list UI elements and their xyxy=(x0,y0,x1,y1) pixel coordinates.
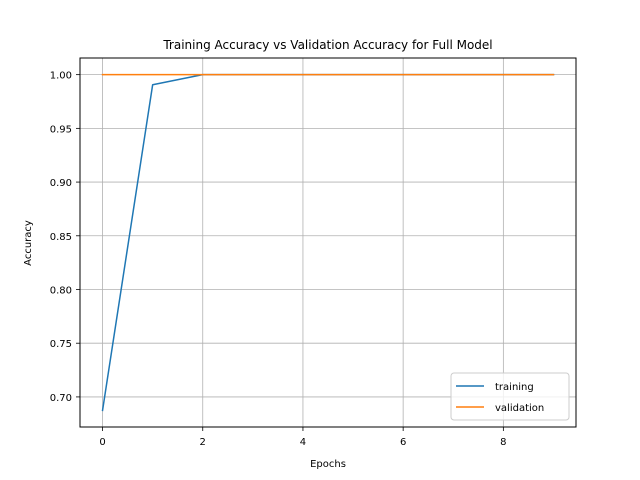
y-tick-label: 0.75 xyxy=(50,339,72,350)
y-axis-ticks: 0.70 0.75 0.80 0.85 0.90 0.95 1.00 xyxy=(50,71,80,404)
x-tick-label: 4 xyxy=(300,437,306,448)
series-lines xyxy=(101,73,555,412)
chart-title: Training Accuracy vs Validation Accuracy… xyxy=(162,38,492,52)
y-tick-label: 0.80 xyxy=(50,285,72,296)
plot-frame xyxy=(79,57,577,428)
grid-lines xyxy=(80,58,576,427)
legend-label-training: training xyxy=(495,382,534,393)
y-tick-label: 0.85 xyxy=(50,232,72,243)
y-tick-label: 0.70 xyxy=(50,393,72,404)
x-tick-label: 8 xyxy=(500,437,506,448)
legend-box xyxy=(450,372,570,421)
y-axis-label: Accuracy xyxy=(23,220,34,266)
x-tick-label: 6 xyxy=(400,437,406,448)
y-tick-label: 1.00 xyxy=(50,71,72,82)
x-tick-label: 2 xyxy=(200,437,206,448)
x-tick-label: 0 xyxy=(99,437,105,448)
x-axis-label: Epochs xyxy=(310,459,346,470)
x-axis-ticks: 0 2 4 6 8 xyxy=(99,427,507,448)
legend: training validation xyxy=(450,372,570,421)
y-tick-label: 0.90 xyxy=(50,178,72,189)
y-tick-label: 0.95 xyxy=(50,124,72,135)
legend-label-validation: validation xyxy=(495,403,544,414)
